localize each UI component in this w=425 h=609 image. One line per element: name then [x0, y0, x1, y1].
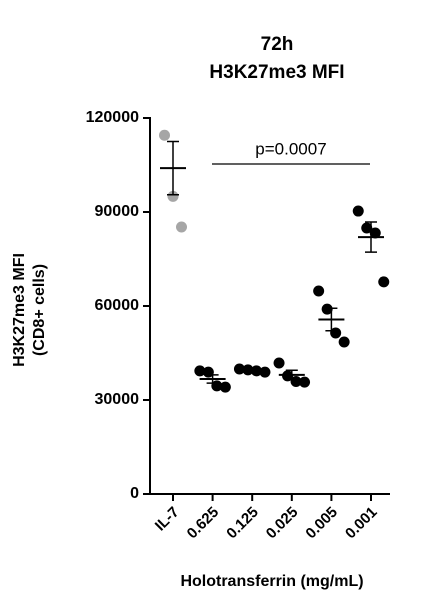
data-point: [361, 222, 373, 234]
data-point: [352, 205, 364, 217]
y-axis-label: (CD8+ cells): [31, 264, 48, 356]
error-bar: [325, 307, 338, 332]
x-tick-label: 0.025: [263, 504, 302, 543]
data-point: [219, 381, 231, 393]
x-tick-label: 0.125: [223, 504, 262, 543]
y-tick-label: 120000: [86, 109, 139, 126]
data-point: [159, 129, 170, 141]
data-point: [290, 376, 302, 388]
y-axis-label: H3K27me3 MFI: [11, 253, 28, 367]
annotation: p=0.0007: [255, 139, 326, 158]
error-bar: [206, 374, 219, 384]
chart-title: H3K27me3 MFI: [209, 62, 344, 83]
x-axis-label: Holotransferrin (mg/mL): [180, 573, 363, 590]
data-point: [176, 221, 187, 233]
data-point: [233, 363, 245, 375]
data-point: [167, 190, 179, 202]
data-point: [194, 365, 206, 377]
x-tick-label: 0.005: [302, 504, 341, 543]
x-tick-label: 0.001: [342, 504, 381, 543]
data-point: [378, 276, 390, 288]
data-point: [299, 376, 311, 388]
x-tick-label: IL-7: [152, 504, 183, 535]
y-tick-label: 60000: [95, 297, 140, 314]
y-tick-label: 30000: [95, 391, 140, 408]
error-bar: [167, 140, 179, 196]
data-point: [369, 227, 381, 239]
x-tick-label: 0.625: [184, 504, 223, 543]
data-point: [321, 303, 333, 315]
error-bar: [365, 221, 377, 253]
data-point: [259, 366, 271, 378]
y-tick-label: 90000: [95, 203, 140, 220]
chart-title: 72h: [261, 34, 294, 55]
data-point: [273, 357, 285, 369]
data-point: [313, 285, 325, 297]
data-point: [338, 336, 350, 348]
error-bar: [246, 368, 259, 373]
error-bar: [285, 369, 298, 381]
y-tick-label: 0: [130, 485, 139, 502]
